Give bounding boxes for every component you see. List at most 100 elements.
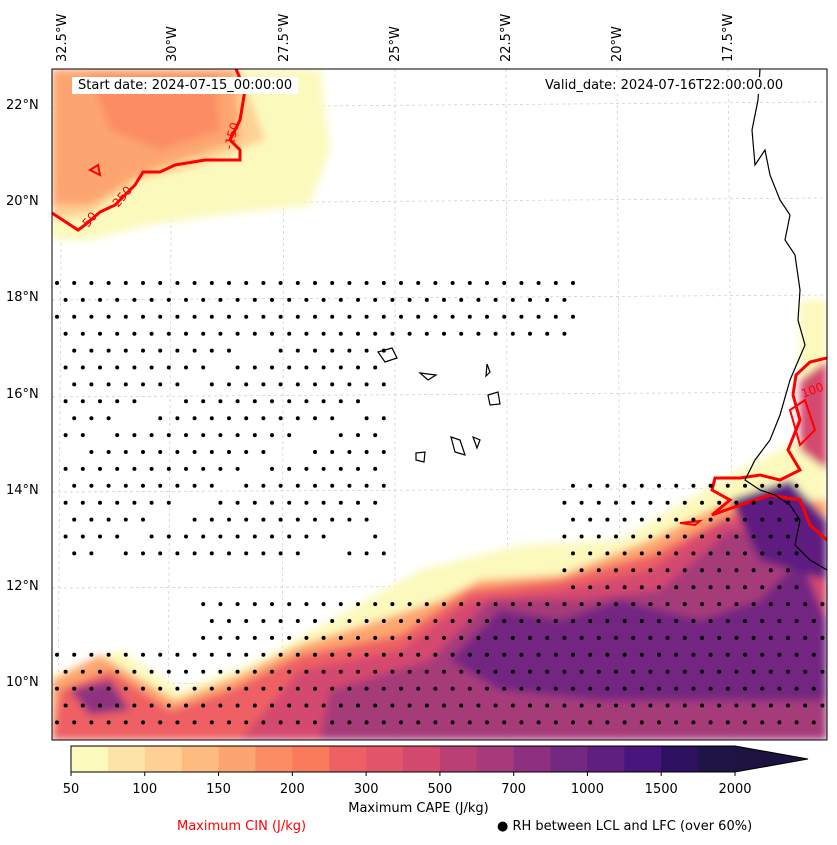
- rh-dot: [252, 297, 257, 302]
- rh-dot: [115, 399, 120, 404]
- rh-dot: [364, 382, 369, 387]
- rh-dot: [579, 500, 584, 505]
- rh-dot: [209, 619, 214, 623]
- rh-dot: [192, 551, 197, 556]
- rh-dot: [356, 433, 360, 438]
- rh-dot: [519, 686, 524, 691]
- rh-dot: [89, 281, 94, 285]
- rh-dot: [338, 669, 343, 674]
- rh-dot: [545, 297, 550, 302]
- rh-dot: [588, 483, 593, 488]
- rh-dot: [622, 686, 627, 691]
- rh-dot: [579, 568, 584, 573]
- rh-dot: [149, 703, 154, 708]
- rh-dot: [605, 483, 610, 488]
- rh-dot: [106, 348, 111, 353]
- rh-dot: [244, 450, 249, 454]
- rh-dot: [493, 331, 498, 336]
- rh-dot: [614, 635, 618, 640]
- rh-dot: [743, 652, 747, 657]
- rh-dot: [115, 297, 120, 302]
- rh-dot: [158, 416, 163, 421]
- rh-dot: [743, 551, 747, 556]
- rh-dot: [381, 416, 386, 421]
- rh-dot: [356, 331, 360, 336]
- rh-dot: [407, 703, 412, 708]
- rh-dot: [304, 466, 309, 471]
- rh-dot: [278, 483, 283, 488]
- rh-dot: [330, 686, 335, 691]
- colorbar-swatch: [476, 746, 515, 772]
- rh-dot: [794, 652, 799, 657]
- rh-dot: [304, 500, 309, 505]
- rh-dot: [184, 297, 188, 302]
- rh-dot: [665, 602, 670, 607]
- rh-dot: [485, 686, 489, 691]
- rh-dot: [691, 619, 696, 623]
- rh-dot: [751, 703, 756, 708]
- rh-dot: [89, 517, 94, 522]
- colorbar-swatch: [366, 746, 404, 772]
- rh-dot: [571, 585, 575, 590]
- rh-dot: [364, 416, 369, 421]
- rh-dot: [175, 450, 180, 454]
- rh-dot: [261, 551, 266, 556]
- rh-dot: [313, 281, 317, 285]
- rh-dot: [98, 703, 102, 708]
- rh-dot: [424, 703, 429, 708]
- rh-dot: [106, 450, 111, 454]
- rh-dot: [295, 348, 300, 353]
- rh-dot: [175, 551, 180, 556]
- rh-dot: [244, 483, 249, 488]
- rh-dot: [278, 416, 283, 421]
- rh-dot: [596, 602, 601, 607]
- rh-dot: [510, 331, 515, 336]
- rh-dot: [201, 534, 206, 539]
- rh-dot: [347, 619, 352, 623]
- rh-dot: [794, 686, 799, 691]
- rh-dot: [330, 314, 335, 319]
- rh-dot: [261, 314, 266, 319]
- rh-dot: [201, 703, 206, 708]
- rh-dot: [89, 314, 94, 319]
- rh-dot: [811, 686, 816, 691]
- rh-dot: [725, 551, 730, 556]
- rh-dot: [287, 466, 292, 471]
- rh-dot: [794, 619, 799, 623]
- rh-dot: [158, 382, 163, 387]
- rh-dot: [227, 281, 231, 285]
- rh-dot: [381, 483, 386, 488]
- rh-dot: [72, 314, 77, 319]
- rh-dot: [98, 534, 102, 539]
- rh-dot: [381, 450, 386, 454]
- rh-dot: [786, 703, 790, 708]
- rh-dot: [98, 466, 102, 471]
- rh-dot: [356, 703, 360, 708]
- rh-dot: [304, 669, 309, 674]
- rh-dot: [364, 314, 369, 319]
- cin-legend-label: Maximum CIN (J/kg): [177, 819, 307, 834]
- rh-dot: [252, 433, 257, 438]
- rh-dot: [132, 365, 137, 370]
- rh-dot: [553, 281, 558, 285]
- rh-dot: [768, 602, 773, 607]
- lon-label: 30°W: [165, 26, 180, 62]
- rh-dot: [545, 602, 550, 607]
- rh-dot: [72, 382, 77, 387]
- rh-dot: [605, 652, 610, 657]
- rh-dot: [235, 602, 240, 607]
- rh-dot: [657, 585, 661, 590]
- rh-dot: [158, 314, 163, 319]
- rh-dot: [588, 585, 593, 590]
- rh-dot: [639, 585, 644, 590]
- rh-dot: [98, 500, 102, 505]
- rh-dot: [811, 652, 816, 657]
- rh-dot: [218, 669, 223, 674]
- rh-dot: [622, 652, 627, 657]
- rh-dot: [528, 331, 532, 336]
- rh-dot: [596, 568, 601, 573]
- rh-dot: [295, 382, 300, 387]
- rh-dot: [485, 281, 489, 285]
- rh-dot: [442, 297, 446, 302]
- rh-dot: [528, 602, 532, 607]
